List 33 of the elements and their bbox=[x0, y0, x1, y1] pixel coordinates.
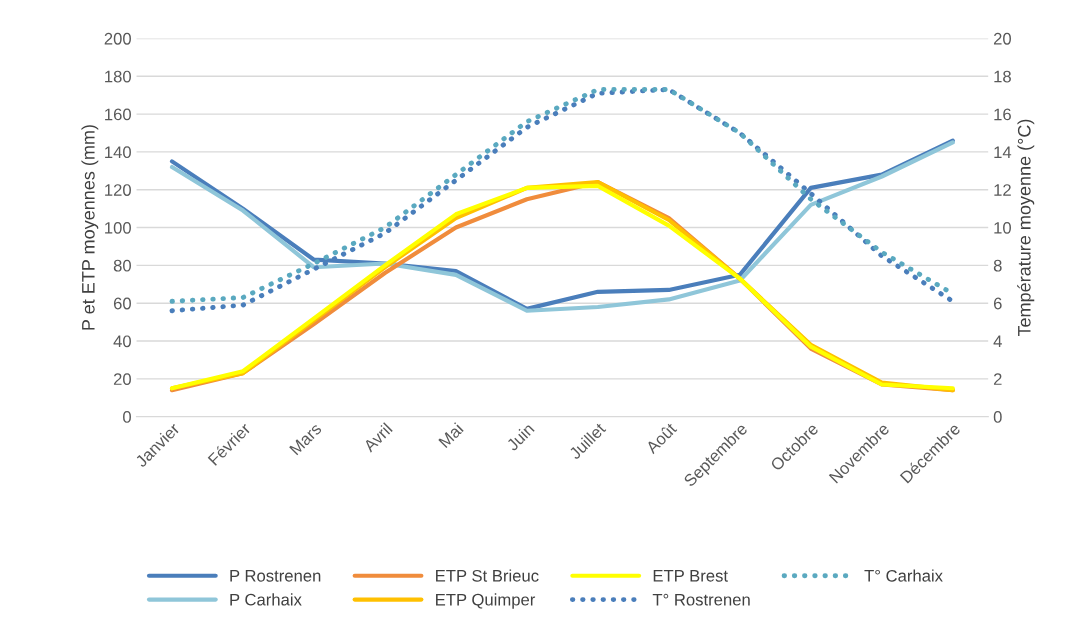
y2-tick-label: 6 bbox=[993, 297, 1002, 310]
y-tick-label: 0 bbox=[123, 411, 131, 423]
legend-label: P Carhaix bbox=[230, 593, 302, 606]
y-tick-label: 100 bbox=[105, 221, 131, 234]
y-tick-label: 140 bbox=[105, 146, 131, 159]
y2-tick-label: 12 bbox=[994, 184, 1011, 196]
y-tick-label: 40 bbox=[113, 335, 131, 348]
y-axis-title: P et ETP moyennes (mm) bbox=[81, 125, 99, 330]
y-tick-label: 120 bbox=[105, 184, 131, 196]
y-tick-label: 160 bbox=[105, 108, 131, 121]
y2-tick-label: 16 bbox=[994, 108, 1011, 121]
y2-tick-label: 18 bbox=[994, 70, 1011, 83]
y2-tick-label: 20 bbox=[993, 32, 1012, 45]
legend-label: T° Carhaix bbox=[864, 569, 943, 582]
y-tick-label: 20 bbox=[113, 373, 131, 386]
y-tick-label: 200 bbox=[104, 32, 131, 45]
y2-tick-label: 2 bbox=[993, 373, 1002, 385]
legend-label: P Rostrenen bbox=[230, 570, 321, 582]
legend-label: T° Rostrenen bbox=[652, 593, 750, 606]
legend-label: ETP St Brieuc bbox=[436, 569, 539, 582]
y2-tick-label: 0 bbox=[993, 411, 1002, 423]
y-tick-label: 180 bbox=[105, 70, 131, 83]
y2-tick-label: 4 bbox=[993, 335, 1002, 348]
legend-label: ETP Brest bbox=[653, 570, 728, 582]
y2-tick-label: 10 bbox=[994, 221, 1012, 234]
legend-label: ETP Quimper bbox=[436, 593, 536, 609]
y-tick-label: 80 bbox=[113, 259, 131, 272]
y-tick-label: 60 bbox=[113, 297, 131, 310]
x-tick-label: Juin bbox=[505, 422, 535, 452]
x-tick-label: Mai bbox=[437, 422, 464, 449]
y2-tick-label: 8 bbox=[993, 259, 1002, 272]
y2-axis-title: Température moyenne (°C) bbox=[1017, 119, 1035, 337]
y2-tick-label: 14 bbox=[994, 146, 1012, 158]
